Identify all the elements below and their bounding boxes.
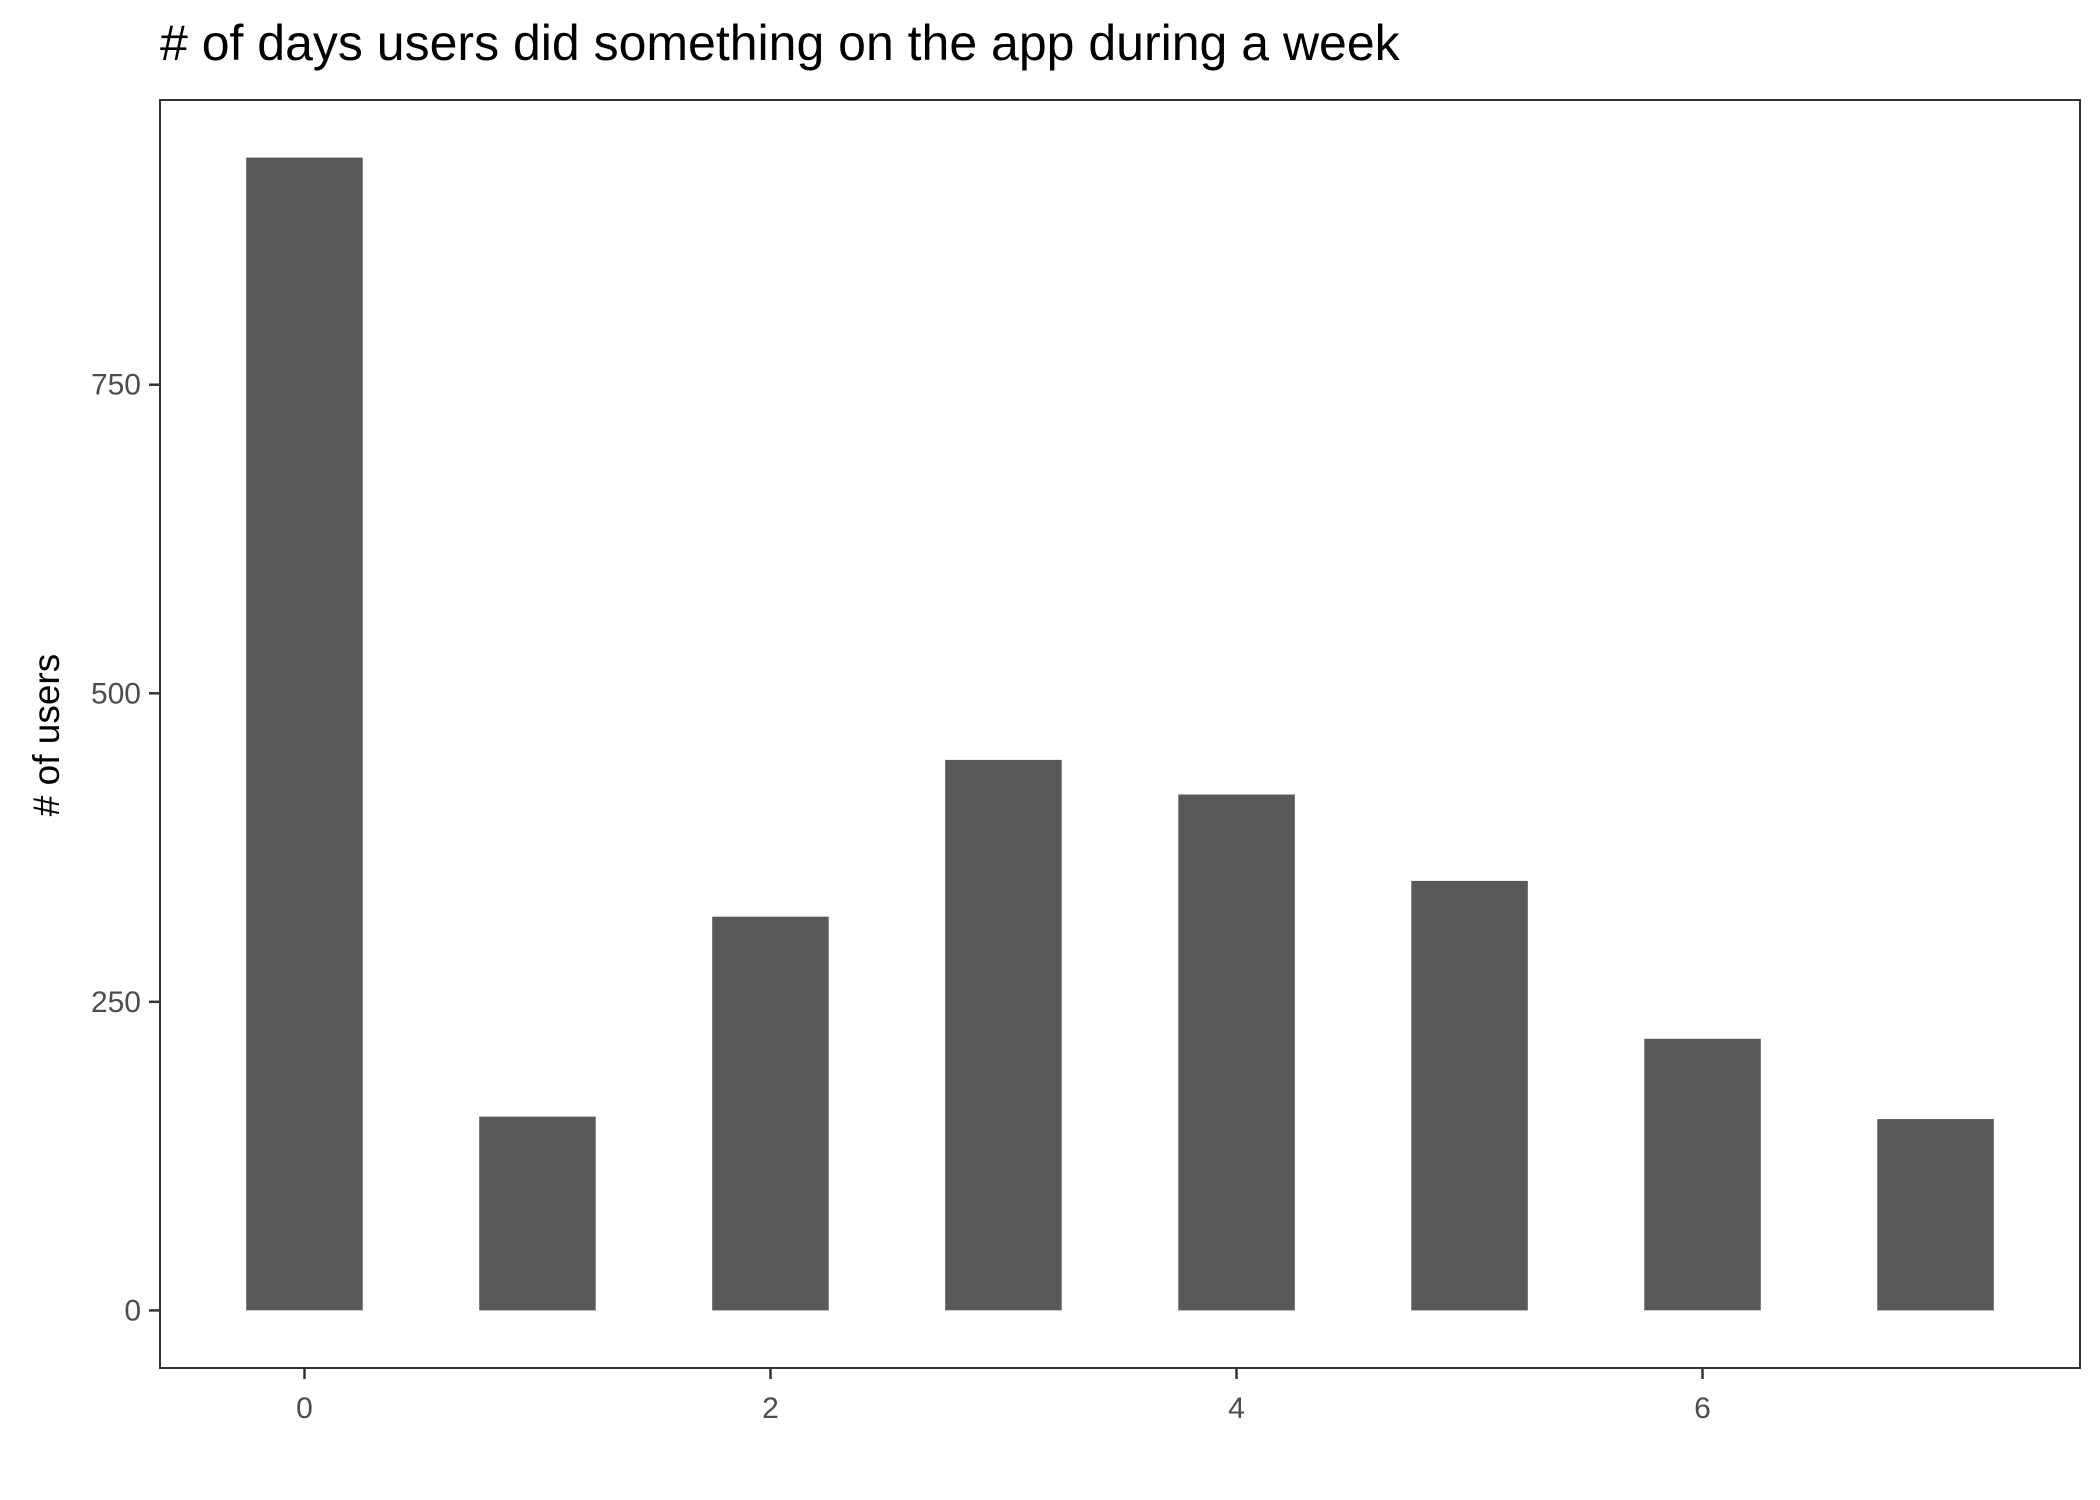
bar-0 [246, 157, 363, 1311]
x-tick-label-4: 4 [1228, 1392, 1245, 1425]
bars-group [246, 157, 1994, 1311]
bar-3 [945, 759, 1062, 1311]
bar-5 [1411, 880, 1528, 1311]
y-tick-label-0: 0 [124, 1294, 141, 1327]
x-tick-label-6: 6 [1694, 1392, 1711, 1425]
y-tick-label-500: 500 [91, 677, 141, 710]
x-tick-label-2: 2 [762, 1392, 779, 1425]
y-tick-label-250: 250 [91, 986, 141, 1019]
bar-4 [1178, 794, 1295, 1311]
y-tick-label-750: 750 [91, 369, 141, 402]
y-axis: 0 250 500 750 [91, 369, 160, 1327]
y-axis-title: # of users [26, 654, 67, 816]
x-axis: 0 2 4 6 [296, 1368, 1711, 1425]
chart-title: # of days users did something on the app… [160, 15, 1401, 71]
plot-panel-border [159, 99, 2081, 1369]
bar-2 [712, 916, 829, 1311]
x-tick-label-0: 0 [296, 1392, 313, 1425]
bar-1 [479, 1116, 596, 1311]
bar-6 [1644, 1038, 1761, 1311]
bar-7 [1877, 1119, 1994, 1311]
